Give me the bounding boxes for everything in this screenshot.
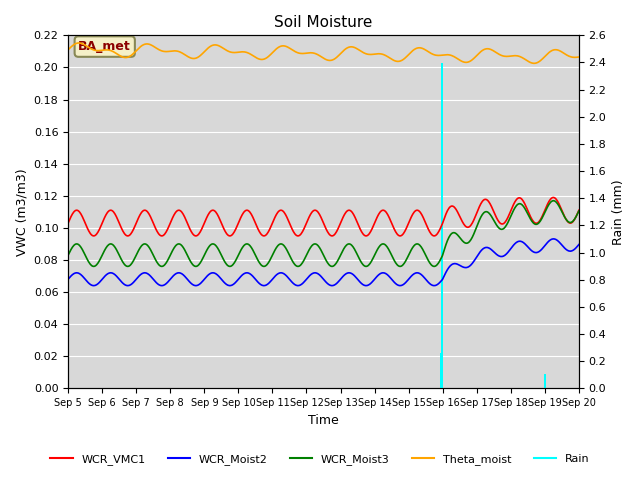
Y-axis label: VWC (m3/m3): VWC (m3/m3) xyxy=(15,168,28,256)
Bar xyxy=(442,62,444,388)
Legend: WCR_VMC1, WCR_Moist2, WCR_Moist3, Theta_moist, Rain: WCR_VMC1, WCR_Moist2, WCR_Moist3, Theta_… xyxy=(46,450,594,469)
X-axis label: Time: Time xyxy=(308,414,339,427)
Y-axis label: Rain (mm): Rain (mm) xyxy=(612,179,625,245)
Text: BA_met: BA_met xyxy=(78,40,131,53)
Bar xyxy=(544,374,546,388)
Title: Soil Moisture: Soil Moisture xyxy=(275,15,372,30)
Bar xyxy=(440,353,442,388)
